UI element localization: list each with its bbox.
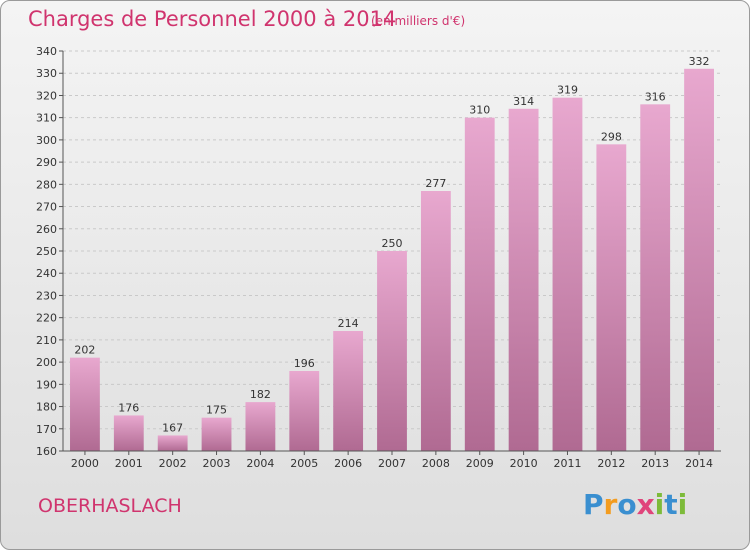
data-label: 250 [382, 237, 403, 250]
bar [333, 331, 364, 451]
x-tick-label: 2000 [71, 457, 99, 470]
data-label: 298 [601, 130, 622, 143]
data-label: 319 [557, 84, 578, 97]
y-tick-label: 260 [36, 223, 57, 236]
x-tick-label: 2014 [685, 457, 713, 470]
y-tick-label: 210 [36, 334, 57, 347]
bar [113, 415, 144, 451]
x-tick-label: 2002 [159, 457, 187, 470]
data-label: 310 [469, 104, 490, 117]
y-tick-label: 310 [36, 112, 57, 125]
bar [508, 108, 539, 452]
y-tick-label: 330 [36, 67, 57, 80]
bar [464, 117, 495, 452]
y-tick-label: 200 [36, 356, 57, 369]
chart-title: Charges de Personnel 2000 à 2014 [28, 7, 397, 31]
logo-letter: r [603, 488, 618, 521]
data-label: 314 [513, 95, 534, 108]
bar [684, 68, 714, 452]
data-label: 196 [294, 357, 315, 370]
data-labels: 202 176 167 175 182 196 214 250 277 310 314 319 298 3… [74, 55, 709, 435]
x-tick-label: 2003 [203, 457, 231, 470]
x-tick-label: 2009 [466, 457, 494, 470]
x-tick-label: 2004 [246, 457, 274, 470]
x-tick-label: 2013 [641, 457, 669, 470]
logo-letter: i [677, 488, 688, 521]
proxiti-logo[interactable]: Proxiti [583, 488, 687, 521]
y-tick-label: 250 [36, 245, 57, 258]
data-label: 176 [118, 401, 139, 414]
bars [70, 68, 714, 452]
data-label: 175 [206, 404, 227, 417]
y-tick-label: 170 [36, 423, 57, 436]
x-tick-label: 2001 [115, 457, 143, 470]
bar [552, 97, 583, 452]
axes: 160 170 180 190 200 210 220 230 240 250 260 270 280 2… [36, 45, 721, 470]
bar [201, 417, 232, 451]
y-tick-label: 230 [36, 289, 57, 302]
logo-letter: x [636, 488, 655, 521]
y-tick-label: 340 [36, 45, 57, 58]
bar [420, 191, 451, 451]
bar [640, 104, 671, 451]
x-tick-label: 2010 [510, 457, 538, 470]
logo-letter: o [617, 488, 637, 521]
x-tick-label: 2012 [597, 457, 625, 470]
data-label: 214 [338, 317, 359, 330]
x-tick-label: 2011 [553, 457, 581, 470]
data-label: 277 [425, 177, 446, 190]
data-label: 182 [250, 388, 271, 401]
y-tick-label: 290 [36, 156, 57, 169]
bar [596, 144, 627, 452]
x-tick-label: 2006 [334, 457, 362, 470]
logo-letter: P [583, 488, 604, 521]
data-label: 332 [689, 55, 710, 68]
y-tick-label: 180 [36, 401, 57, 414]
data-label: 167 [162, 421, 183, 434]
y-tick-label: 190 [36, 378, 57, 391]
bar [245, 402, 276, 451]
x-tick-label: 2007 [378, 457, 406, 470]
y-tick-label: 300 [36, 134, 57, 147]
x-tick-label: 2005 [290, 457, 318, 470]
y-tick-label: 270 [36, 201, 57, 214]
y-tick-label: 320 [36, 89, 57, 102]
bar [289, 371, 320, 451]
y-tick-label: 240 [36, 267, 57, 280]
unit-note: (en milliers d'€) [371, 14, 466, 28]
y-tick-label: 160 [36, 445, 57, 458]
y-tick-label: 280 [36, 178, 57, 191]
data-label: 202 [74, 344, 95, 357]
y-tick-label: 220 [36, 312, 57, 325]
commune-name: OBERHASLACH [38, 495, 182, 517]
logo-letter: i [654, 488, 665, 521]
logo-letter: t [664, 488, 678, 521]
bar [70, 357, 100, 451]
bar [377, 251, 407, 451]
bar [157, 435, 188, 451]
data-label: 316 [645, 90, 666, 103]
x-tick-label: 2008 [422, 457, 450, 470]
